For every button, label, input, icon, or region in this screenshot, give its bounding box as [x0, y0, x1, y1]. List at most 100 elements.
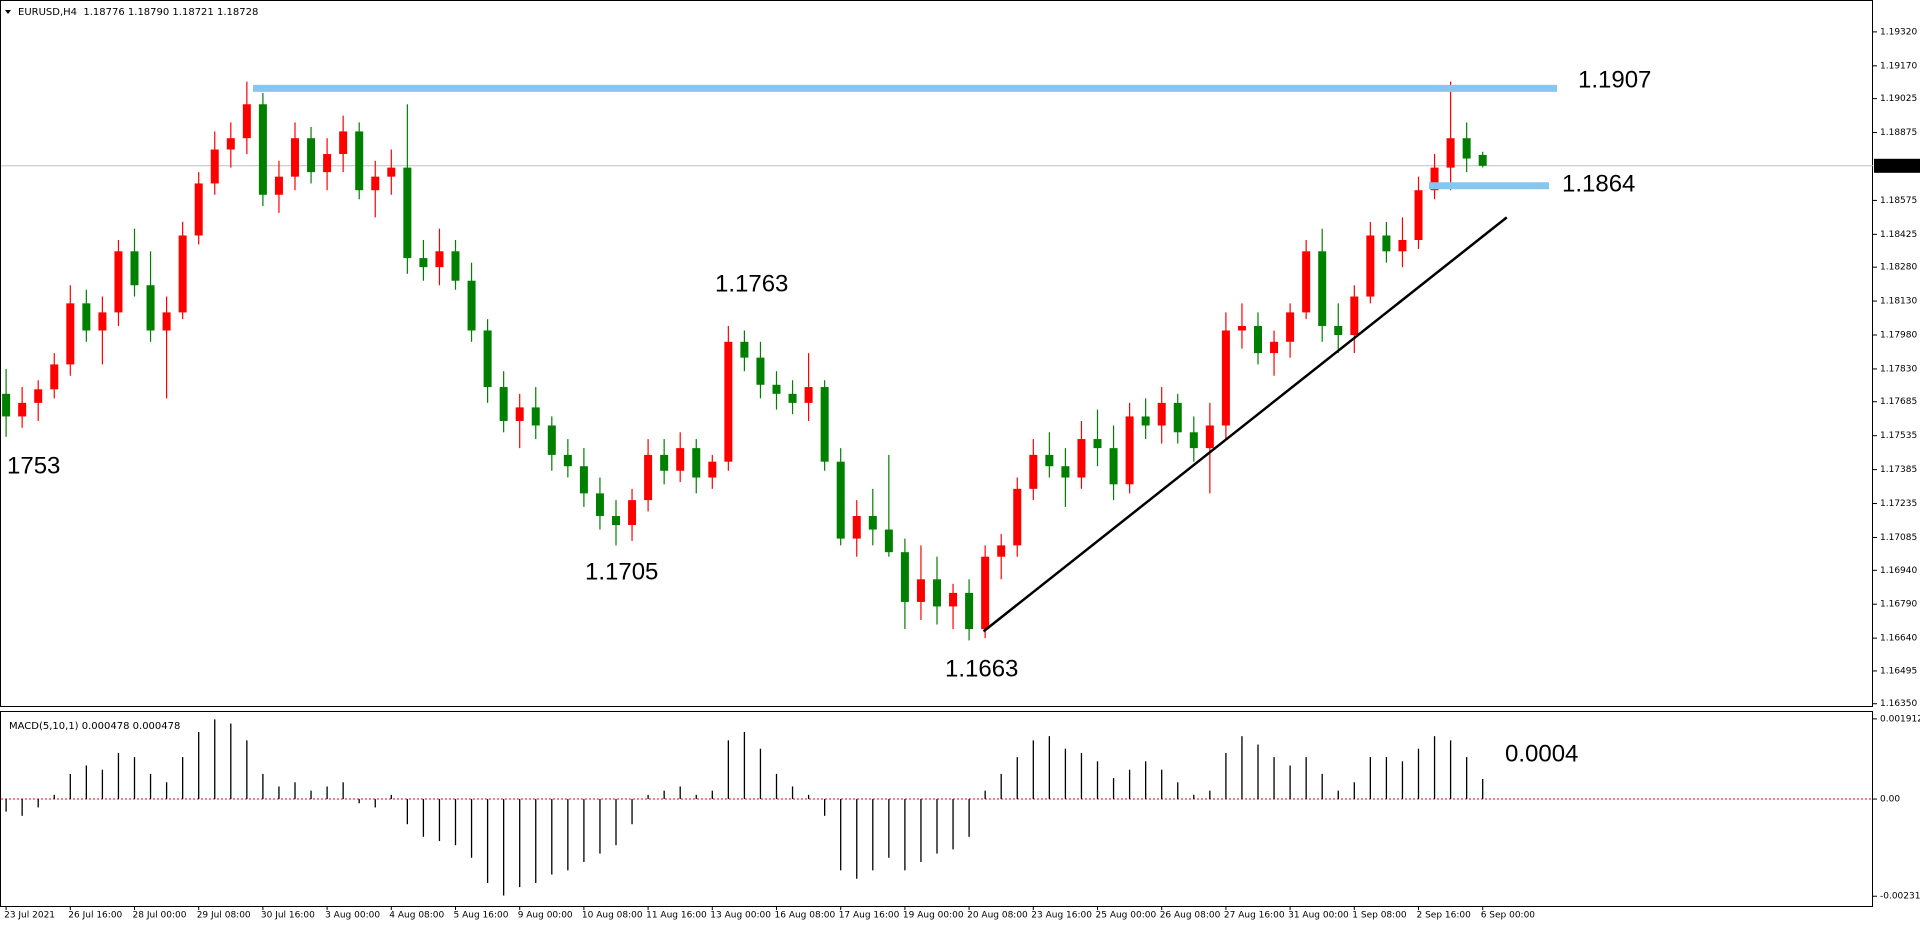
y-tick-label: 1.17685	[1880, 397, 1917, 407]
x-tick-label: 19 Aug 00:00	[903, 911, 964, 921]
x-tick-label: 9 Aug 00:00	[518, 911, 573, 921]
candle-body	[563, 454, 572, 467]
x-tick-label: 10 Aug 08:00	[582, 911, 643, 921]
candle-body	[50, 364, 59, 390]
candle-body	[1061, 466, 1070, 478]
annotation: 0.0004	[1505, 740, 1578, 767]
candle-body	[1302, 251, 1311, 313]
y-tick-label: 1.16495	[1880, 666, 1917, 676]
candle-body	[756, 357, 765, 385]
y-tick-label: 1.17980	[1880, 331, 1917, 341]
candle-body	[18, 402, 27, 417]
candle-body	[467, 280, 476, 331]
x-tick-label: 3 Aug 00:00	[325, 911, 380, 921]
candle-body	[1045, 454, 1054, 467]
candle-body	[274, 176, 283, 195]
candle-body	[355, 131, 364, 191]
candle-body	[515, 407, 524, 421]
candle-body	[1446, 138, 1455, 168]
x-tick-label: 20 Aug 08:00	[967, 911, 1028, 921]
candle-body	[66, 303, 75, 365]
candle-body	[740, 341, 749, 358]
candle-body	[307, 138, 316, 173]
chart-title: EURUSD,H4 1.18776 1.18790 1.18721 1.1872…	[18, 7, 258, 18]
x-tick-label: 16 Aug 08:00	[775, 911, 836, 921]
candle-body	[1334, 325, 1343, 336]
candle-body	[1093, 439, 1102, 449]
candle-body	[339, 131, 348, 155]
current-price-label: 1.18728	[1877, 161, 1914, 171]
candle-body	[660, 454, 669, 471]
y-tick-label: -0.002317	[1880, 892, 1920, 902]
candle-body	[628, 500, 637, 526]
candle-body	[708, 461, 717, 478]
candle-body	[242, 104, 251, 139]
x-tick-label: 28 Jul 00:00	[133, 911, 187, 921]
candle-body	[997, 545, 1006, 557]
x-tick-label: 4 Aug 08:00	[389, 911, 444, 921]
candle-body	[547, 425, 556, 455]
candle-body	[194, 183, 203, 236]
macd-pane-frame	[0, 711, 1873, 907]
candle-body	[1318, 251, 1327, 326]
candle-body	[226, 138, 235, 150]
candle-body	[499, 387, 508, 421]
candle-body	[1029, 454, 1038, 489]
candle-body	[1462, 138, 1471, 159]
y-tick-label: 1.18875	[1880, 128, 1917, 138]
y-tick-label: 1.17385	[1880, 465, 1917, 475]
candle-body	[1414, 190, 1423, 240]
candle-body	[1237, 325, 1246, 331]
candle-body	[916, 579, 925, 602]
current-price-box	[1874, 158, 1920, 173]
y-tick-label: 1.17085	[1880, 533, 1917, 543]
candle-body	[435, 251, 444, 268]
candle-body	[419, 258, 428, 268]
candle-body	[981, 556, 990, 630]
candle-body	[2, 393, 11, 417]
candle-body	[579, 466, 588, 494]
candle-body	[114, 251, 123, 313]
candle-body	[900, 552, 909, 602]
candle-body	[1013, 488, 1022, 546]
x-tick-label: 25 Aug 00:00	[1096, 911, 1157, 921]
y-tick-label: 1.18280	[1880, 263, 1917, 273]
candle-body	[949, 592, 958, 607]
candle-body	[146, 285, 155, 331]
candle-body	[178, 235, 187, 313]
candle-body	[852, 515, 861, 539]
annotation: 1.1663	[945, 655, 1018, 682]
y-tick-label: 1.16350	[1880, 699, 1917, 709]
y-tick-label: 1.16790	[1880, 600, 1917, 610]
candle-body	[1366, 235, 1375, 297]
candle-body	[531, 407, 540, 426]
candle-body	[1173, 402, 1182, 433]
x-tick-label: 2 Sep 16:00	[1417, 911, 1472, 921]
x-tick-label: 30 Jul 16:00	[261, 911, 315, 921]
candle-body	[724, 341, 733, 462]
candle-body	[1205, 425, 1214, 449]
candle-body	[34, 389, 43, 403]
y-tick-label: 1.18130	[1880, 297, 1917, 307]
y-tick-label: 1.18425	[1880, 230, 1917, 240]
candle-body	[1254, 325, 1262, 354]
candle-body	[820, 387, 829, 462]
x-tick-label: 29 Jul 08:00	[197, 911, 251, 921]
annotation: 1753	[7, 452, 60, 479]
candle-body	[868, 515, 877, 530]
candle-body	[162, 312, 171, 331]
candle-body	[371, 176, 380, 191]
candle-body	[323, 154, 332, 173]
candle-body	[1189, 432, 1198, 449]
candle-body	[291, 138, 299, 177]
y-tick-label: 1.17235	[1880, 499, 1917, 509]
candle-body	[1382, 235, 1391, 252]
candle-body	[772, 384, 781, 394]
candle-body	[836, 461, 845, 539]
candle-body	[1350, 296, 1359, 336]
x-tick-label: 6 Sep 00:00	[1481, 911, 1536, 921]
x-tick-label: 1 Sep 08:00	[1352, 911, 1407, 921]
price-pane-frame	[0, 0, 1873, 707]
